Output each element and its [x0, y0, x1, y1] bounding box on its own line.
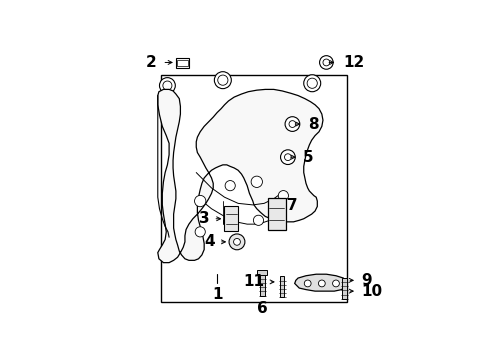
Circle shape	[234, 238, 241, 245]
Circle shape	[159, 78, 175, 94]
Text: 6: 6	[257, 301, 268, 316]
Circle shape	[195, 195, 206, 207]
Bar	[257, 270, 268, 275]
Circle shape	[281, 150, 295, 165]
Text: 8: 8	[308, 117, 319, 131]
Bar	[176, 58, 189, 68]
Circle shape	[195, 227, 205, 237]
Circle shape	[223, 217, 234, 227]
Circle shape	[319, 56, 333, 69]
Bar	[342, 278, 347, 299]
Circle shape	[333, 280, 340, 287]
Circle shape	[307, 78, 318, 88]
Circle shape	[253, 215, 264, 225]
Circle shape	[214, 72, 231, 89]
Bar	[177, 59, 188, 66]
Circle shape	[323, 59, 330, 66]
Circle shape	[218, 75, 228, 85]
Circle shape	[289, 121, 296, 127]
Circle shape	[304, 280, 311, 287]
Bar	[268, 198, 286, 230]
Circle shape	[318, 280, 325, 287]
Circle shape	[285, 154, 291, 161]
Text: 4: 4	[204, 234, 215, 249]
Text: 5: 5	[303, 150, 314, 165]
Polygon shape	[158, 89, 323, 263]
Text: 10: 10	[361, 284, 382, 299]
Bar	[260, 275, 265, 296]
Circle shape	[285, 117, 300, 131]
Bar	[280, 276, 285, 297]
Text: 2: 2	[146, 55, 156, 70]
Polygon shape	[294, 274, 345, 291]
Circle shape	[225, 181, 235, 191]
Text: 7: 7	[287, 198, 297, 213]
Bar	[224, 206, 238, 231]
Text: 11: 11	[243, 274, 264, 289]
Circle shape	[251, 176, 263, 188]
Text: 12: 12	[343, 55, 364, 70]
Circle shape	[229, 234, 245, 250]
Text: 3: 3	[198, 211, 209, 226]
Circle shape	[163, 81, 172, 90]
Circle shape	[278, 190, 289, 201]
Text: 1: 1	[212, 287, 222, 302]
Circle shape	[304, 75, 321, 92]
Text: 9: 9	[361, 273, 372, 288]
Bar	[161, 75, 347, 302]
